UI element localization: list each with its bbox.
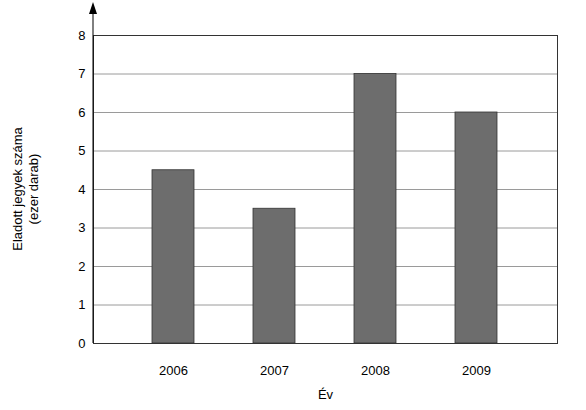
svg-text:6: 6 (78, 105, 85, 120)
svg-text:2009: 2009 (462, 363, 491, 378)
svg-text:2: 2 (78, 259, 85, 274)
svg-text:8: 8 (78, 28, 85, 43)
svg-text:2008: 2008 (361, 363, 390, 378)
svg-text:0: 0 (78, 336, 85, 351)
svg-text:Eladott jegyek száma(ezer dara: Eladott jegyek száma(ezer darab) (10, 126, 41, 250)
svg-text:2006: 2006 (159, 363, 188, 378)
svg-text:Év: Év (318, 387, 334, 402)
svg-text:1: 1 (78, 297, 85, 312)
svg-text:7: 7 (78, 66, 85, 81)
svg-text:3: 3 (78, 220, 85, 235)
svg-text:4: 4 (78, 182, 85, 197)
svg-text:5: 5 (78, 143, 85, 158)
svg-text:2007: 2007 (260, 363, 289, 378)
